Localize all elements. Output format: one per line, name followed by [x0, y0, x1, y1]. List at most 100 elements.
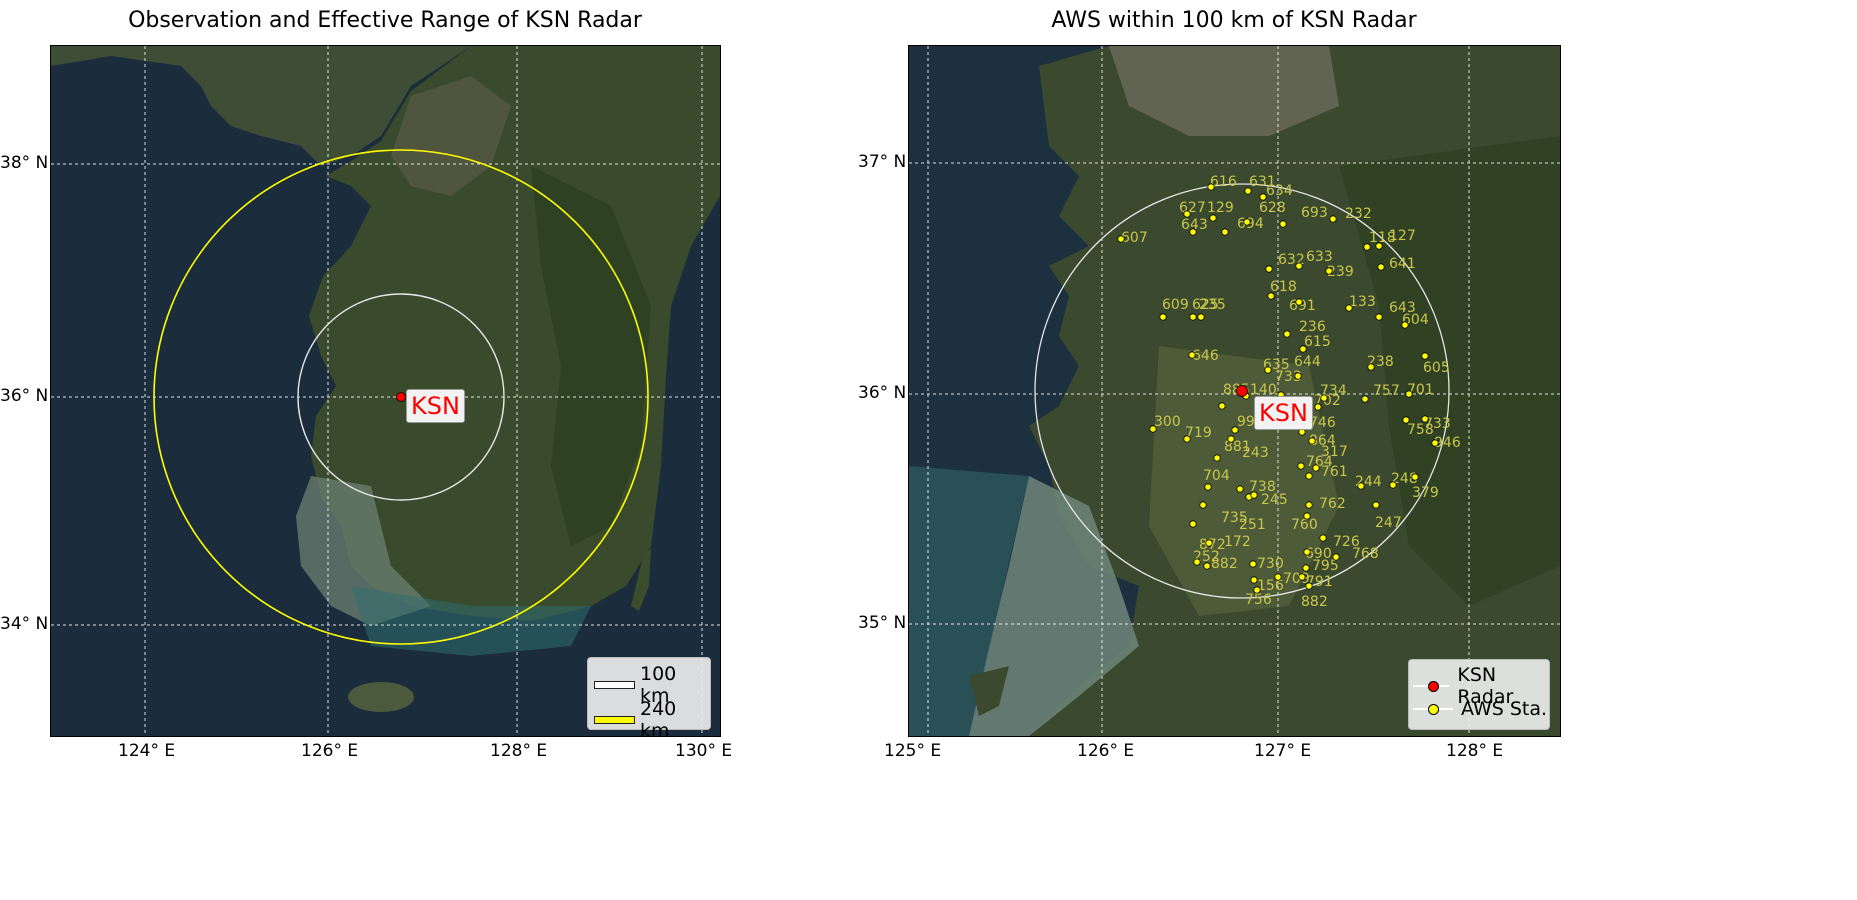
station-label: 690 [1305, 546, 1332, 562]
station-label: 872 [1199, 537, 1226, 553]
aws-station-marker[interactable] [1250, 491, 1258, 499]
aws-station-marker[interactable] [1375, 313, 1383, 321]
station-label: 129 [1207, 200, 1234, 216]
aws-station-marker[interactable] [1363, 243, 1371, 251]
aws-station-marker[interactable] [1189, 228, 1197, 236]
aws-station-marker[interactable] [1265, 265, 1273, 273]
aws-station-marker[interactable] [1295, 262, 1303, 270]
aws-station-marker[interactable] [1319, 534, 1327, 542]
aws-station-marker[interactable] [1183, 435, 1191, 443]
aws-station-marker[interactable] [1218, 402, 1226, 410]
station-label: 746 [1309, 415, 1336, 431]
aws-station-marker[interactable] [1305, 582, 1313, 590]
aws-station-marker[interactable] [1207, 183, 1215, 191]
aws-station-marker[interactable] [1345, 304, 1353, 312]
station-label: 235 [1199, 297, 1226, 313]
aws-station-marker[interactable] [1332, 553, 1340, 561]
aws-station-marker[interactable] [1279, 220, 1287, 228]
aws-station-marker[interactable] [1305, 501, 1313, 509]
aws-station-marker[interactable] [1203, 562, 1211, 570]
aws-station-marker[interactable] [1405, 390, 1413, 398]
aws-station-marker[interactable] [1325, 267, 1333, 275]
station-label: 693 [1301, 205, 1328, 221]
aws-station-marker[interactable] [1189, 520, 1197, 528]
aws-station-marker[interactable] [1274, 573, 1282, 581]
southern-sea [351, 586, 591, 656]
station-label: 239 [1327, 264, 1354, 280]
aws-station-marker[interactable] [1389, 481, 1397, 489]
aws-station-marker[interactable] [1361, 395, 1369, 403]
lat-tick: 34° N [0, 614, 49, 634]
aws-station-marker[interactable] [1308, 437, 1316, 445]
station-label: 118 [1369, 230, 1396, 246]
aws-station-marker[interactable] [1199, 501, 1207, 509]
aws-station-marker[interactable] [1367, 363, 1375, 371]
aws-station-marker[interactable] [1259, 193, 1267, 201]
station-label: 607 [1121, 230, 1148, 246]
left-map[interactable]: KSN 100 km 240 km [50, 45, 721, 737]
aws-station-marker[interactable] [1297, 462, 1305, 470]
aws-station-marker[interactable] [1402, 416, 1410, 424]
aws-station-marker[interactable] [1243, 218, 1251, 226]
aws-station-marker[interactable] [1377, 263, 1385, 271]
station-label: 756 [1245, 592, 1272, 608]
tidal-flats [969, 476, 1139, 736]
station-label: 691 [1289, 298, 1316, 314]
aws-station-marker[interactable] [1305, 472, 1313, 480]
aws-station-marker[interactable] [1221, 228, 1229, 236]
aws-station-marker[interactable] [1189, 313, 1197, 321]
aws-station-marker[interactable] [1303, 512, 1311, 520]
station-label: 625 [1192, 297, 1219, 313]
aws-station-marker[interactable] [1401, 321, 1409, 329]
aws-station-marker[interactable] [1312, 464, 1320, 472]
aws-station-marker[interactable] [1298, 573, 1306, 581]
aws-station-marker[interactable] [1249, 560, 1257, 568]
aws-station-marker[interactable] [1253, 586, 1261, 594]
aws-station-marker[interactable] [1431, 439, 1439, 447]
aws-station-marker[interactable] [1283, 330, 1291, 338]
aws-station-marker[interactable] [1183, 210, 1191, 218]
aws-station-marker[interactable] [1357, 482, 1365, 490]
aws-station-marker[interactable] [1213, 454, 1221, 462]
aws-station-marker[interactable] [1244, 187, 1252, 195]
station-label: 795 [1312, 558, 1339, 574]
aws-station-marker[interactable] [1209, 214, 1217, 222]
aws-station-marker[interactable] [1149, 425, 1157, 433]
aws-station-marker[interactable] [1329, 215, 1337, 223]
right-map[interactable]: 616 631 634 627 129 694 628 693 232 607 643 118 127 6… [908, 45, 1561, 737]
aws-station-marker[interactable] [1231, 426, 1239, 434]
aws-station-marker[interactable] [1421, 352, 1429, 360]
left-map-canvas [51, 46, 720, 736]
aws-station-marker[interactable] [1227, 435, 1235, 443]
aws-station-marker[interactable] [1236, 485, 1244, 493]
aws-station-marker[interactable] [1320, 394, 1328, 402]
station-label: 791 [1306, 574, 1333, 590]
aws-station-marker[interactable] [1159, 313, 1167, 321]
aws-station-marker[interactable] [1267, 292, 1275, 300]
station-label: 643 [1181, 217, 1208, 233]
aws-station-marker[interactable] [1302, 564, 1310, 572]
aws-station-marker[interactable] [1188, 351, 1196, 359]
station-label: 760 [1291, 517, 1318, 533]
aws-station-marker[interactable] [1411, 473, 1419, 481]
aws-station-marker[interactable] [1205, 539, 1213, 547]
aws-station-marker[interactable] [1372, 501, 1380, 509]
aws-station-marker[interactable] [1299, 345, 1307, 353]
aws-station-marker[interactable] [1421, 415, 1429, 423]
aws-station-marker[interactable] [1197, 313, 1205, 321]
aws-station-marker[interactable] [1303, 548, 1311, 556]
aws-station-marker[interactable] [1314, 403, 1322, 411]
station-label: 243 [1242, 445, 1269, 461]
lon-tick: 130° E [675, 741, 733, 761]
aws-station-marker[interactable] [1250, 576, 1258, 584]
aws-station-marker[interactable] [1294, 372, 1302, 380]
aws-station-marker[interactable] [1117, 235, 1125, 243]
station-label: 616 [1210, 174, 1237, 190]
korea-east-mountains [531, 166, 651, 546]
aws-station-marker[interactable] [1295, 298, 1303, 306]
legend-item-240km: 240 km [594, 698, 710, 736]
aws-station-marker[interactable] [1264, 366, 1272, 374]
aws-station-marker[interactable] [1193, 558, 1201, 566]
aws-station-marker[interactable] [1375, 242, 1383, 250]
aws-station-marker[interactable] [1204, 483, 1212, 491]
